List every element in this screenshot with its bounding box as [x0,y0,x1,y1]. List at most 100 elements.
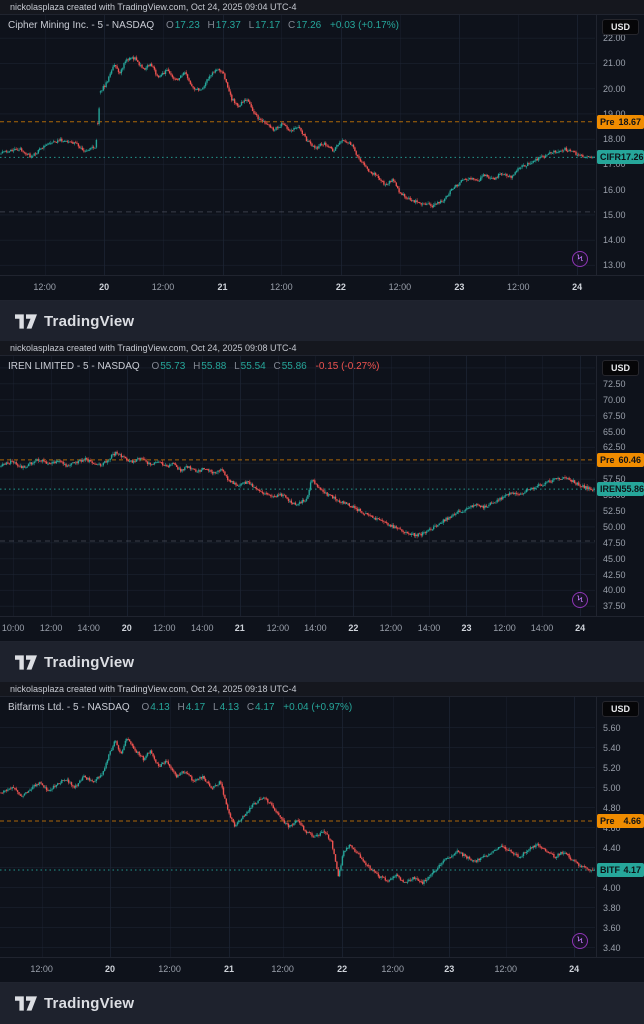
low-key: L [234,361,240,372]
time-tick: 21 [224,964,235,974]
flash-icon[interactable]: Ϟ [572,933,588,949]
chart-legend[interactable]: Bitfarms Ltd. - 5 - NASDAQ O4.13 H4.17 L… [8,702,352,713]
price-tick: 18.00 [603,134,626,145]
tradingview-logo-text: TradingView [44,653,135,671]
time-tick: 23 [444,964,455,974]
premarket-price-badge-label: Pre [600,816,615,826]
time-tick: 12:00 [39,623,63,633]
change-value: +0.04 (+0.97%) [283,702,353,713]
price-tick: 14.00 [603,235,626,246]
tradingview-logo-text: TradingView [44,312,135,330]
time-tick: 12:00 [151,282,175,292]
time-tick: 12:00 [270,282,293,292]
tradingview-logo-icon [15,313,37,329]
price-tick: 17.00 [603,159,626,170]
flash-icon[interactable]: Ϟ [572,251,588,267]
currency-button[interactable]: USD [602,360,639,376]
currency-button[interactable]: USD [602,701,639,717]
last-price-badge-value: 17.26 [621,152,644,163]
time-tick: 12:00 [30,964,53,974]
change-value: +0.03 (+0.17%) [330,20,399,31]
close-value: 4.17 [255,702,275,713]
time-tick: 24 [569,964,580,974]
price-tick: 4.00 [603,882,621,893]
price-tick: 72.50 [603,378,626,389]
chart-legend[interactable]: Cipher Mining Inc. - 5 - NASDAQ O17.23 H… [8,20,399,31]
price-axis[interactable]: USD 5.605.405.205.004.804.604.404.204.00… [596,697,644,957]
flash-icon[interactable]: Ϟ [572,592,588,608]
plot-area[interactable]: IREN LIMITED - 5 - NASDAQ O55.73 H55.88 … [0,356,596,616]
time-tick: 14:00 [191,623,214,633]
last-price-badge-label: BITF [600,865,620,875]
candlestick-chart [0,15,595,275]
price-tick: 45.00 [603,553,626,564]
price-tick: 42.50 [603,569,626,580]
last-price-badge: CIFR 17.26 [597,150,644,165]
time-tick: 12:00 [388,282,412,292]
price-tick: 5.40 [603,742,621,753]
low-value: 4.13 [219,702,240,713]
time-tick: 12:00 [266,623,290,633]
price-tick: 3.40 [603,942,621,953]
time-tick: 20 [121,623,132,633]
price-tick: 62.50 [603,442,626,453]
price-tick: 57.50 [603,474,626,485]
price-tick: 15.00 [603,209,626,220]
currency-button[interactable]: USD [602,19,639,35]
time-tick: 21 [234,623,245,633]
time-tick: 10:00 [1,623,25,633]
price-axis[interactable]: USD 75.0072.5070.0067.5065.0062.5060.005… [596,356,644,616]
premarket-price-badge-value: 60.46 [618,454,641,465]
price-tick: 47.50 [603,537,626,548]
time-tick: 22 [335,282,346,292]
price-tick: 20.00 [603,83,626,94]
price-tick: 16.00 [603,184,626,195]
close-key: C [246,702,255,713]
time-axis[interactable]: 12:00 20 12:00 21 12:00 22 12:00 23 12:00 24 [0,275,644,300]
last-price-badge-label: CIFR [600,152,621,163]
symbol-title: IREN LIMITED - 5 - NASDAQ [8,361,140,372]
premarket-price-badge-label: Pre [600,116,615,127]
last-price-badge: BITF 4.17 [597,863,644,877]
time-tick: 12:00 [33,282,56,292]
price-tick: 4.80 [603,802,621,813]
candlestick-chart [0,697,595,957]
chart-panel: IREN LIMITED - 5 - NASDAQ O55.73 H55.88 … [0,355,644,642]
candlestick-chart [0,356,595,616]
price-axis[interactable]: USD 22.00 21.00 20.00 19.00 18.00 17.00 16.00 1… [596,15,644,275]
plot-area[interactable]: Cipher Mining Inc. - 5 - NASDAQ O17.23 H… [0,15,596,275]
plot-area[interactable]: Bitfarms Ltd. - 5 - NASDAQ O4.13 H4.17 L… [0,697,596,957]
time-tick: 24 [572,282,583,292]
low-value: 17.17 [255,20,281,31]
high-key: H [193,361,201,372]
time-tick: 14:00 [530,623,554,633]
price-tick: 67.50 [603,410,626,421]
open-key: O [141,702,150,713]
last-price-badge-value: 55.86 [621,484,644,495]
chart-card-bitf: nickolasplaza created with TradingView.c… [0,682,644,1024]
time-tick: 12:00 [381,964,404,974]
close-key: C [273,361,281,372]
price-tick: 3.60 [603,922,621,933]
tradingview-logo-icon [15,996,37,1011]
price-tick: 5.00 [603,782,621,793]
time-axis[interactable]: 12:00 20 12:00 21 12:00 22 12:00 23 12:00 24 [0,957,644,982]
low-value: 55.54 [240,361,266,372]
time-tick: 23 [461,623,472,633]
time-tick: 23 [454,282,465,292]
symbol-title: Bitfarms Ltd. - 5 - NASDAQ [8,702,130,713]
price-tick: 52.50 [603,505,626,516]
time-tick: 22 [348,623,359,633]
logo-strip: TradingView [0,301,644,341]
time-axis[interactable]: 10:00 12:00 14:00 20 12:00 14:00 21 12:00 14:00 2… [0,616,644,641]
open-value: 4.13 [150,702,170,713]
price-tick: 13.00 [603,260,626,271]
chart-legend[interactable]: IREN LIMITED - 5 - NASDAQ O55.73 H55.88 … [8,361,379,372]
price-tick: 21.00 [603,58,626,69]
time-tick: 12:00 [506,282,530,292]
high-value: 17.37 [215,20,241,31]
low-key: L [248,20,255,31]
close-key: C [287,20,296,31]
last-price-badge-label: IREN [600,484,622,495]
premarket-price-badge: Pre 60.46 [597,452,644,467]
